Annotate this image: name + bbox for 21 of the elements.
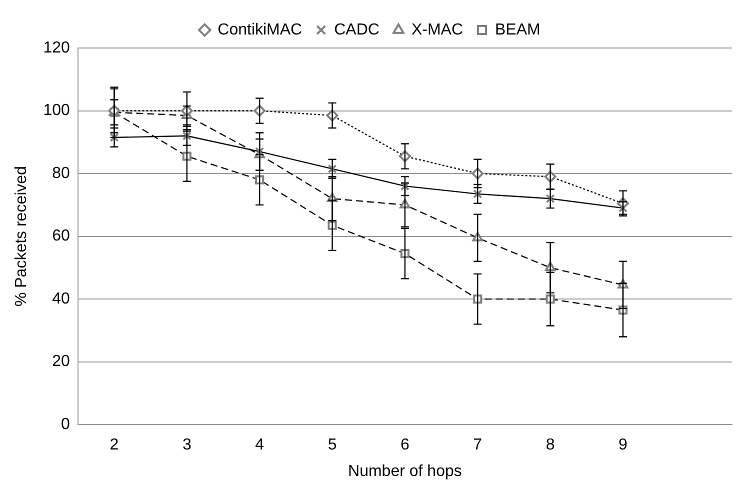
x-tick-label: 4 xyxy=(255,436,264,454)
y-axis-title: % Packets received xyxy=(13,166,30,307)
x-tick-label: 7 xyxy=(473,436,482,454)
x-tick-label: 2 xyxy=(110,436,119,454)
x-tick-label: 3 xyxy=(182,436,192,454)
legend-label: X-MAC xyxy=(411,21,464,38)
x-tick-label: 8 xyxy=(546,436,555,454)
legend-label: ContikiMAC xyxy=(218,21,302,38)
y-tick-label: 40 xyxy=(52,290,70,308)
y-tick-label: 0 xyxy=(60,416,70,434)
y-tick-label: 100 xyxy=(43,102,70,120)
x-axis-title: Number of hops xyxy=(348,462,462,480)
y-tick-label: 60 xyxy=(52,228,70,245)
x-tick-label: 9 xyxy=(618,436,628,454)
y-tick-label: 20 xyxy=(52,353,70,370)
y-tick-label: 80 xyxy=(52,164,70,182)
x-tick-label: 6 xyxy=(400,436,410,454)
legend-label: CADC xyxy=(334,21,380,38)
legend-label: BEAM xyxy=(495,21,540,38)
x-tick-label: 5 xyxy=(328,436,337,454)
y-tick-label: 120 xyxy=(43,39,70,56)
